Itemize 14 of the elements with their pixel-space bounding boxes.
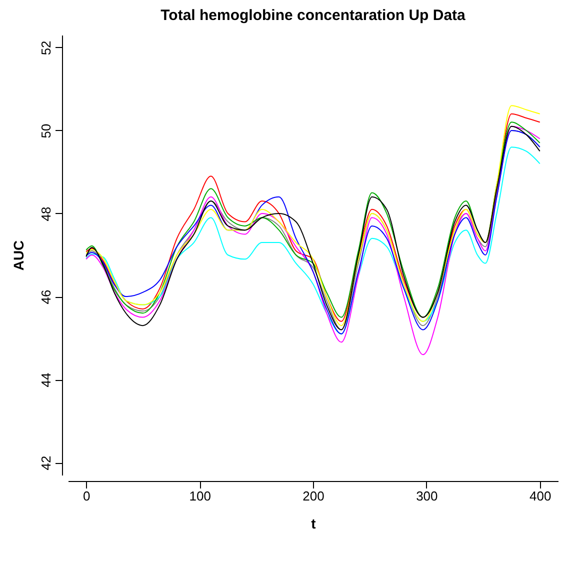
- y-tick-label: 48: [38, 206, 54, 222]
- y-axis-title: AUC: [10, 240, 26, 271]
- chart-title: Total hemoglobine concentaration Up Data: [160, 7, 466, 24]
- y-tick-label: 42: [38, 456, 54, 470]
- x-tick-label: 0: [83, 488, 90, 504]
- x-tick-label: 400: [530, 488, 552, 504]
- y-tick-label: 52: [38, 40, 54, 56]
- x-tick-label: 300: [416, 488, 438, 504]
- y-tick-label: 44: [38, 372, 54, 388]
- x-axis-title: t: [311, 516, 316, 532]
- y-tick-label: 46: [38, 290, 54, 304]
- y-tick-label: 50: [38, 124, 54, 138]
- x-tick-label: 100: [189, 488, 211, 504]
- x-tick-label: 200: [302, 488, 324, 504]
